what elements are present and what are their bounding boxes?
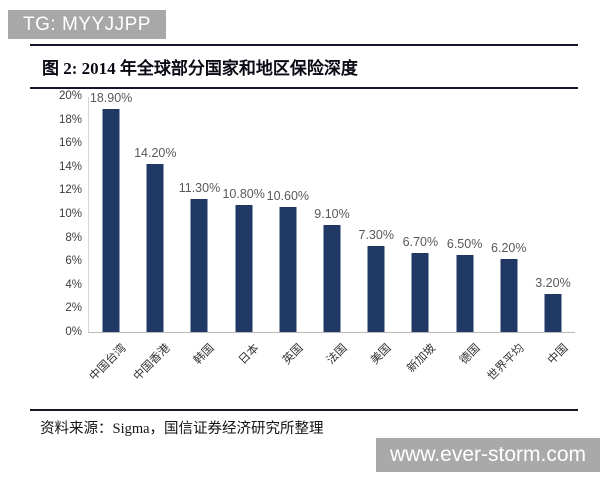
chart-column: 11.30% 韩国 — [177, 97, 221, 367]
x-axis-category-label: 中国香港 — [131, 342, 173, 384]
chart-column: 6.50% 德国 — [443, 97, 487, 367]
y-axis-tick-label: 10% — [58, 208, 82, 220]
x-axis-category-label: 韩国 — [192, 342, 218, 367]
x-axis-category-label: 英国 — [280, 342, 306, 367]
y-axis-tick-label: 14% — [58, 160, 82, 173]
chart-column: 10.60% 英国 — [266, 97, 310, 367]
bar — [456, 255, 474, 332]
x-axis-category-label: 美国 — [369, 342, 394, 367]
chart-column: 6.20% 世界平均 — [485, 97, 531, 383]
bar-value-label: 6.50% — [446, 237, 483, 252]
y-axis-tick-label: 16% — [58, 137, 82, 150]
bar-chart: 18.90% 中国台湾 14.20% 中国香港 11.30% 韩国 10.80% 日本 10.6… — [30, 90, 578, 405]
chart-column: 10.80% 日本 — [222, 97, 266, 367]
x-axis-category-label: 世界平均 — [485, 342, 527, 384]
bar-value-label: 3.20% — [535, 276, 571, 291]
bar-value-label: 18.90% — [89, 90, 133, 105]
bar — [146, 164, 164, 332]
x-axis-category-label: 德国 — [457, 342, 483, 367]
bar-value-label: 9.10% — [314, 206, 350, 221]
chart-column: 18.90% 中国台湾 — [88, 91, 133, 383]
x-axis-category-label: 法国 — [324, 342, 350, 367]
x-axis-category-label: 中国台湾 — [87, 342, 129, 384]
chart-columns: 18.90% 中国台湾 14.20% 中国香港 11.30% 韩国 10.80% 日本 10.6… — [88, 91, 575, 383]
figure-title-block: 图 2: 2014 年全球部分国家和地区保险深度 — [30, 44, 578, 89]
source-text: 资料来源：Sigma，国信证券经济研究所整理 — [40, 421, 324, 437]
bar-value-label: 6.20% — [491, 240, 527, 255]
bar-value-label: 6.70% — [402, 234, 439, 249]
bar-value-label: 10.60% — [266, 188, 310, 203]
channel-badge: TG: MYYJJPP — [8, 10, 166, 39]
chart-column: 6.70% 新加坡 — [398, 97, 442, 375]
bar — [500, 258, 518, 332]
bar — [279, 206, 297, 332]
bar — [190, 198, 208, 332]
chart-column: 9.10% 法国 — [310, 97, 354, 367]
bar-value-label: 7.30% — [358, 227, 394, 242]
watermark-badge: www.ever-storm.com — [375, 438, 600, 472]
x-axis-category-label: 中国 — [545, 342, 571, 367]
figure-title: 图 2: 2014 年全球部分国家和地区保险深度 — [42, 59, 358, 78]
source-footer: 资料来源：Sigma，国信证券经济研究所整理 — [30, 409, 578, 438]
chart-column: 3.20% 中国 — [531, 97, 575, 367]
y-axis-tick-label: 8% — [65, 231, 82, 244]
chart-column: 7.30% 美国 — [354, 97, 398, 367]
bar — [411, 252, 429, 332]
x-axis-category-label: 日本 — [236, 342, 262, 367]
chart-plot-area: 18.90% 中国台湾 14.20% 中国香港 11.30% 韩国 10.80% 日本 10.6… — [59, 90, 575, 383]
chart-column: 14.20% 中国香港 — [132, 97, 177, 383]
bar — [367, 245, 385, 332]
bar-value-label: 14.20% — [134, 146, 177, 161]
y-axis-tick-label: 6% — [65, 255, 82, 268]
x-axis-category-label: 新加坡 — [405, 342, 439, 376]
bar — [323, 224, 341, 332]
y-axis-tick-label: 0% — [65, 326, 82, 338]
bar — [544, 294, 562, 332]
bar — [102, 108, 120, 332]
y-axis-tick-label: 18% — [58, 113, 82, 126]
bar-value-label: 10.80% — [222, 186, 265, 201]
y-axis-tick-label: 2% — [65, 302, 82, 315]
y-axis-tick-label: 20% — [58, 90, 82, 102]
y-axis-tick-label: 12% — [58, 184, 82, 197]
y-axis-tick-label: 4% — [65, 278, 82, 291]
bar-value-label: 11.30% — [178, 180, 221, 195]
bar — [235, 204, 253, 332]
